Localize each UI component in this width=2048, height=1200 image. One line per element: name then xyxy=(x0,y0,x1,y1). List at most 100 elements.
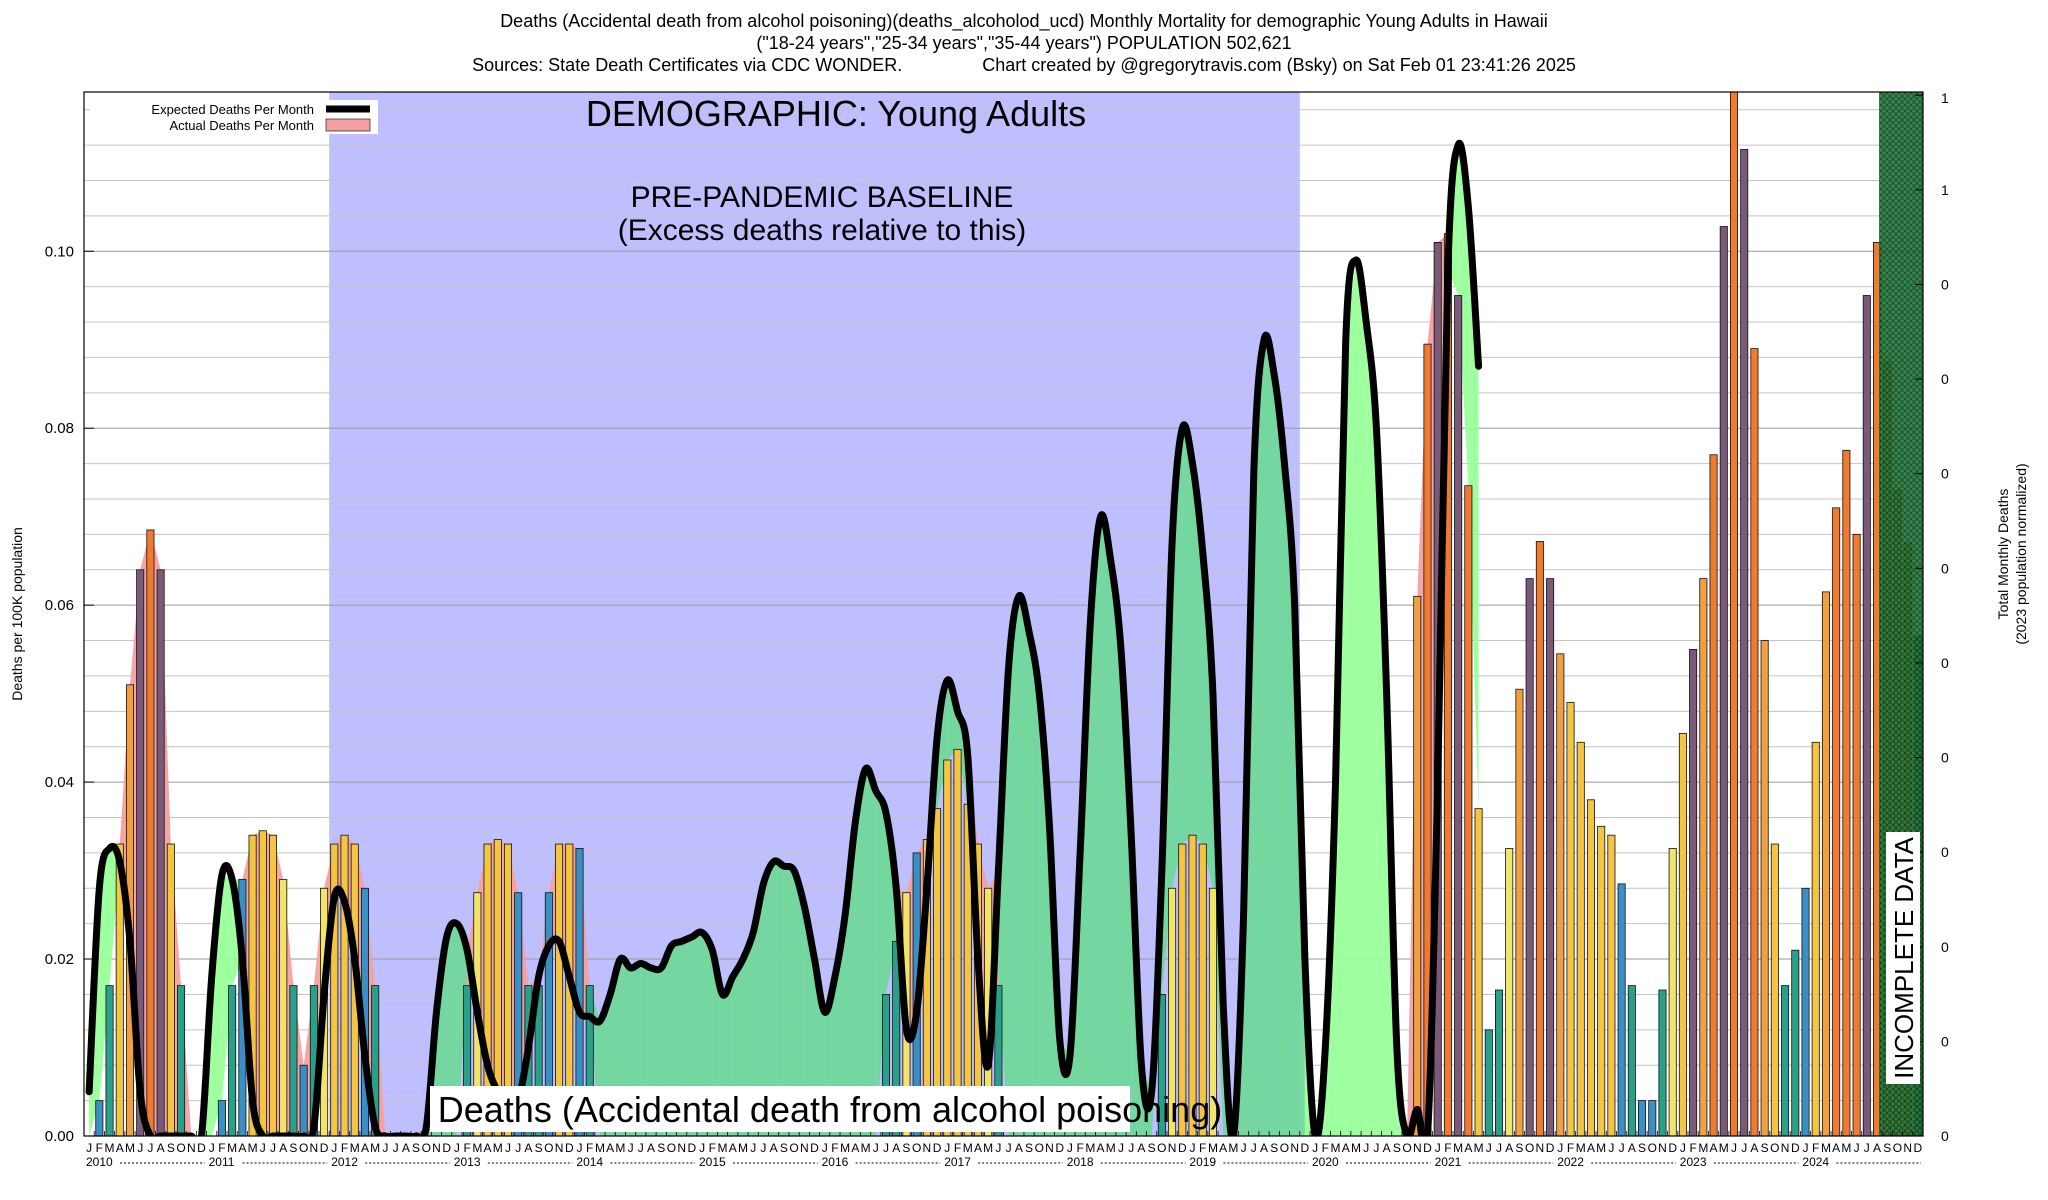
x-month-label: F xyxy=(1322,1141,1329,1155)
actual-bar xyxy=(156,569,165,1136)
right-tick-label: 0 xyxy=(1941,750,1949,766)
actual-bar xyxy=(1617,883,1626,1136)
actual-bar xyxy=(1525,578,1534,1136)
excess-fill-segment xyxy=(855,768,866,1136)
x-month-label: D xyxy=(1301,1141,1310,1155)
x-month-label: J xyxy=(577,1141,583,1155)
x-month-label: J xyxy=(1557,1141,1563,1155)
y-tick-label: 0.04 xyxy=(45,774,74,791)
actual-bar xyxy=(1454,295,1463,1136)
actual-bar xyxy=(493,839,502,1136)
x-month-label: J xyxy=(382,1141,388,1155)
x-month-label: M xyxy=(493,1141,503,1155)
x-month-label: M xyxy=(1331,1141,1341,1155)
y-tick-label: 0.06 xyxy=(45,597,74,614)
x-month-label: J xyxy=(454,1141,460,1155)
x-month-label: S xyxy=(1883,1141,1891,1155)
actual-bar xyxy=(1464,485,1473,1136)
x-month-label: A xyxy=(1383,1141,1391,1155)
actual-bar xyxy=(1699,578,1708,1136)
x-month-label: J xyxy=(1496,1141,1502,1155)
x-month-label: M xyxy=(963,1141,973,1155)
x-month-label: F xyxy=(954,1141,961,1155)
x-month-label: D xyxy=(320,1141,329,1155)
x-month-label: J xyxy=(1118,1141,1124,1155)
actual-bar xyxy=(1188,834,1197,1136)
actual-bar xyxy=(268,834,278,1136)
x-month-label: N xyxy=(432,1141,441,1155)
excess-fill-segment xyxy=(763,861,774,1136)
excess-fill-segment xyxy=(794,870,805,1136)
x-month-label: F xyxy=(1199,1141,1206,1155)
x-month-label: A xyxy=(402,1141,410,1155)
actual-bar xyxy=(248,834,257,1136)
excess-fill-segment xyxy=(1202,552,1213,889)
x-month-label: O xyxy=(1157,1141,1166,1155)
expected-deaths-line xyxy=(85,139,1483,1136)
right-tick-label: 0 xyxy=(1941,560,1949,576)
excess-fill-segment xyxy=(1100,516,1111,1136)
x-month-label: M xyxy=(1085,1141,1095,1155)
chart-title: Deaths (Accidental death from alcohol po… xyxy=(500,11,1548,31)
x-month-label: M xyxy=(1841,1141,1851,1155)
y-tick-label: 0.00 xyxy=(45,1128,74,1145)
actual-bar xyxy=(340,834,349,1136)
x-month-label: O xyxy=(1280,1141,1289,1155)
x-month-label: M xyxy=(370,1141,380,1155)
x-month-label: J xyxy=(1067,1141,1073,1155)
actual-bar xyxy=(177,985,186,1136)
actual-bar xyxy=(1709,454,1718,1136)
x-month-label: J xyxy=(638,1141,644,1155)
excess-fill-segment xyxy=(947,680,958,760)
actual-bar xyxy=(1729,92,1738,1136)
x-year-label: 2020 xyxy=(1312,1155,1339,1169)
x-month-label: A xyxy=(1832,1141,1840,1155)
y-axis-label: Deaths per 100K population xyxy=(9,527,25,701)
x-month-label: A xyxy=(1015,1141,1023,1155)
x-month-label: A xyxy=(524,1141,532,1155)
actual-bar xyxy=(258,830,267,1136)
excess-fill-segment xyxy=(1182,428,1193,845)
right-tick-label: 0 xyxy=(1941,371,1949,387)
x-month-label: N xyxy=(1413,1141,1422,1155)
actual-bar xyxy=(1791,949,1800,1136)
x-month-label: J xyxy=(1608,1141,1614,1155)
x-month-label: A xyxy=(729,1141,737,1155)
x-month-label: S xyxy=(1393,1141,1401,1155)
actual-bar xyxy=(1862,295,1871,1136)
actual-bar xyxy=(1638,1100,1647,1136)
actual-bar xyxy=(1505,848,1514,1136)
x-month-label: F xyxy=(831,1141,838,1155)
chart-header: Deaths (Accidental death from alcohol po… xyxy=(0,10,2048,76)
actual-bar xyxy=(953,748,962,1136)
x-month-label: J xyxy=(1006,1141,1012,1155)
x-month-label: A xyxy=(1750,1141,1758,1155)
actual-bar xyxy=(166,843,175,1136)
actual-bar xyxy=(1658,989,1667,1136)
x-month-label: J xyxy=(393,1141,399,1155)
x-month-label: M xyxy=(1698,1141,1708,1155)
x-month-label: O xyxy=(1525,1141,1534,1155)
right-tick-label: 1 xyxy=(1941,182,1949,198)
excess-fill-segment xyxy=(1376,428,1387,1136)
x-month-label: A xyxy=(1097,1141,1105,1155)
excess-fill-segment xyxy=(456,923,468,1136)
x-month-label: M xyxy=(1474,1141,1484,1155)
right-tick-label: 0 xyxy=(1941,276,1949,292)
actual-bar xyxy=(1566,702,1575,1136)
x-month-label: M xyxy=(1576,1141,1586,1155)
actual-bar xyxy=(1423,343,1432,1136)
excess-fill-segment xyxy=(221,875,233,1101)
excess-fill-segment xyxy=(753,883,764,1136)
actual-bar xyxy=(1760,640,1769,1136)
actual-bar xyxy=(1689,648,1698,1136)
x-month-label: J xyxy=(1373,1141,1379,1155)
x-month-label: M xyxy=(472,1141,482,1155)
actual-bar xyxy=(882,994,891,1136)
excess-fill-segment xyxy=(1008,596,1019,1136)
x-year-label: 2021 xyxy=(1435,1155,1462,1169)
x-month-label: O xyxy=(1648,1141,1657,1155)
x-month-label: D xyxy=(1055,1141,1064,1155)
x-month-label: D xyxy=(1423,1141,1432,1155)
actual-bar xyxy=(1597,825,1606,1136)
